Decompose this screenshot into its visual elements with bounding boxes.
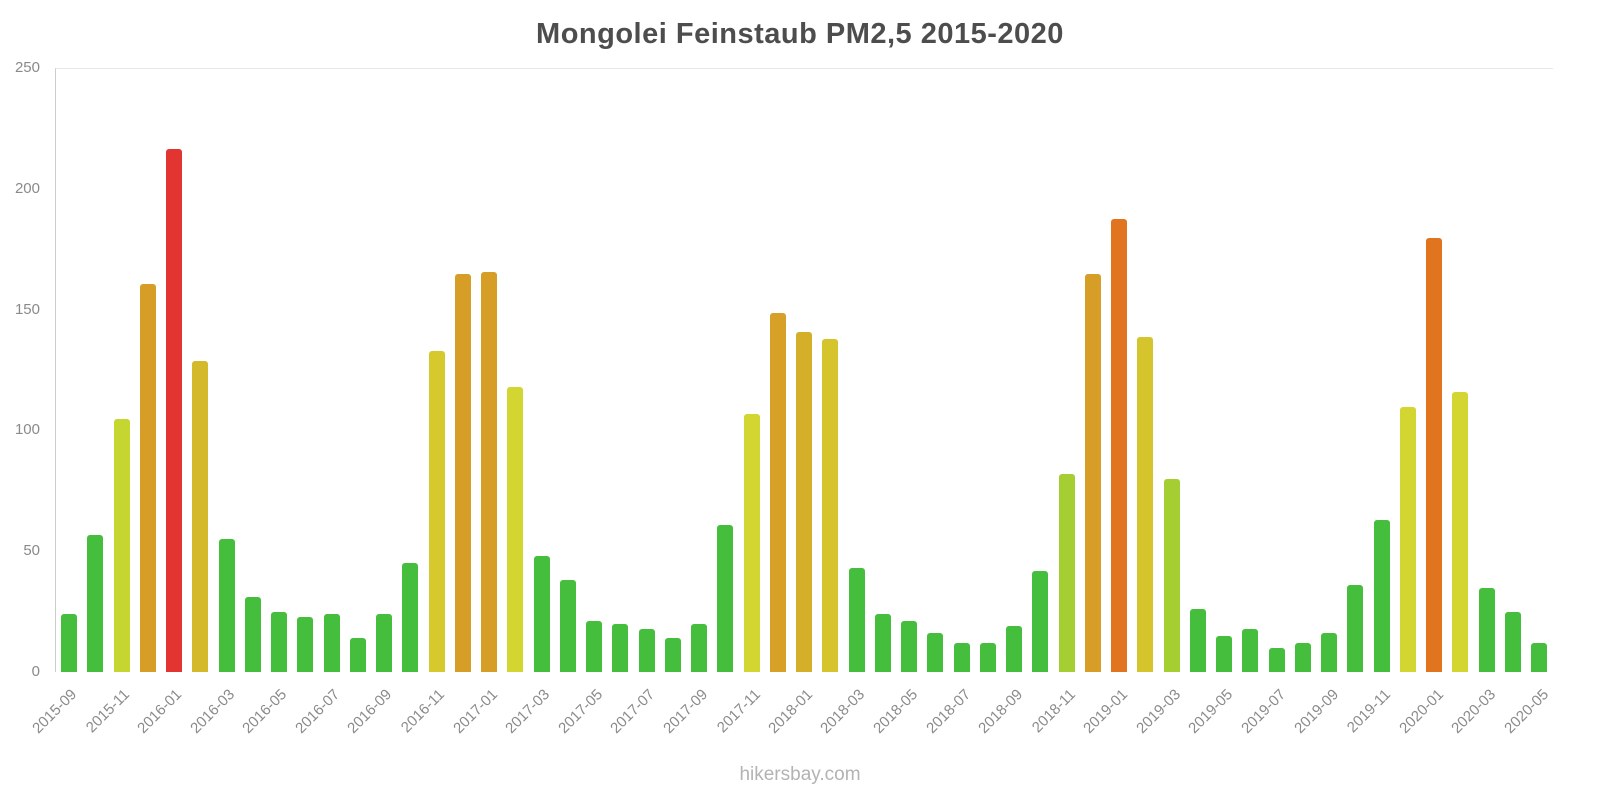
bar-2018-08 (979, 643, 996, 672)
bars (56, 69, 1553, 672)
bar-2019-04 (1189, 609, 1206, 672)
bar-2017-05 (586, 621, 603, 672)
y-tick-label: 250 (14, 59, 40, 76)
x-tick-label: 2019-05 (1185, 686, 1237, 737)
bar-2019-08 (1294, 643, 1311, 672)
plot-area (55, 68, 1553, 672)
bar-2016-01 (166, 148, 183, 672)
bar-2019-11 (1373, 520, 1390, 672)
bar-2018-09 (1006, 626, 1023, 672)
x-tick-label: 2019-11 (1344, 686, 1395, 737)
x-tick-label: 2019-09 (1290, 686, 1342, 737)
x-tick-label: 2020-05 (1500, 686, 1552, 737)
bar-2016-06 (297, 616, 314, 672)
watermark-link[interactable]: hikersbay.com (739, 764, 861, 785)
x-tick-label: 2019-01 (1080, 686, 1132, 737)
bar-2016-03 (218, 539, 235, 672)
x-tick-label: 2018-03 (817, 686, 869, 737)
bar-2019-07 (1268, 647, 1285, 672)
x-tick-label: 2016-07 (292, 686, 343, 737)
bar-2017-03 (533, 556, 550, 672)
x-tick-label: 2017-03 (502, 686, 554, 737)
x-tick-label: 2018-11 (1028, 686, 1079, 737)
y-tick-label: 150 (14, 300, 40, 318)
y-tick-label: 200 (14, 179, 40, 197)
x-tick-label: 2016-01 (134, 686, 186, 737)
bar-2019-03 (1163, 479, 1180, 672)
bar-2019-01 (1111, 218, 1128, 672)
y-tick-label: 0 (31, 663, 40, 680)
bar-2016-07 (323, 614, 340, 672)
x-tick-label: 2016-09 (344, 686, 396, 737)
bar-2020-02 (1452, 392, 1469, 672)
x-tick-label: 2018-05 (870, 686, 922, 737)
bar-2018-02 (822, 339, 839, 672)
x-tick-label: 2018-01 (765, 686, 817, 737)
bar-2017-04 (559, 580, 576, 672)
bar-2017-10 (717, 524, 734, 672)
bar-2016-11 (428, 351, 445, 672)
bar-2016-04 (244, 597, 261, 672)
bar-2017-06 (612, 623, 629, 672)
bar-2019-02 (1137, 336, 1154, 672)
bar-2016-09 (376, 614, 393, 672)
bar-2016-05 (271, 611, 288, 672)
x-tick-label: 2016-05 (239, 686, 291, 737)
y-tick-label: 100 (14, 421, 40, 439)
x-tick-label: 2017-07 (607, 686, 659, 737)
bar-2020-01 (1426, 237, 1443, 672)
bar-2017-12 (769, 312, 786, 672)
bar-2018-04 (874, 614, 891, 672)
y-axis: 0 50 100 150 200 250 (0, 59, 48, 680)
x-axis: 2015-09 2015-11 2016-01 2016-03 2016-05 2016-… (29, 676, 1553, 771)
x-tick-label: 2017-01 (449, 686, 501, 737)
x-tick-label: 2018-07 (922, 686, 974, 737)
x-tick-label: 2016-03 (186, 686, 238, 737)
bar-2018-10 (1032, 570, 1049, 672)
bar-2018-11 (1058, 474, 1075, 672)
chart-title: Mongolei Feinstaub PM2,5 2015-2020 (536, 18, 1064, 50)
x-tick-label: 2015-11 (82, 686, 133, 737)
x-tick-label: 2017-11 (713, 686, 764, 737)
x-tick-label: 2017-05 (554, 686, 606, 737)
bar-2016-12 (454, 274, 471, 672)
bar-2017-08 (664, 638, 681, 672)
x-tick-label: 2019-07 (1238, 686, 1290, 737)
bar-2019-05 (1216, 635, 1233, 672)
x-tick-label: 2019-03 (1132, 686, 1184, 737)
bar-2015-12 (139, 283, 156, 672)
bar-2016-10 (402, 563, 419, 672)
bar-2016-02 (192, 360, 209, 672)
bar-2018-06 (927, 633, 944, 672)
bar-2018-07 (953, 643, 970, 672)
bar-2020-05 (1531, 643, 1548, 672)
bar-2017-02 (507, 387, 524, 672)
bar-2016-08 (349, 638, 366, 672)
bar-2019-10 (1347, 585, 1364, 672)
bar-2015-11 (113, 418, 130, 672)
bar-2020-04 (1504, 611, 1521, 672)
x-tick-label: 2020-03 (1448, 686, 1500, 737)
x-tick-label: 2017-09 (659, 686, 711, 737)
bar-2019-12 (1399, 406, 1416, 672)
bar-2017-07 (638, 628, 655, 672)
bar-2020-03 (1478, 587, 1495, 672)
bar-2017-09 (691, 623, 708, 672)
bar-2015-10 (87, 534, 104, 672)
y-tick-label: 50 (23, 542, 40, 560)
bar-2019-06 (1242, 628, 1259, 672)
bar-2015-09 (61, 614, 78, 672)
x-tick-label: 2020-01 (1395, 686, 1447, 737)
bar-2019-09 (1321, 633, 1338, 672)
bar-2018-01 (796, 331, 813, 672)
bar-2017-01 (481, 271, 498, 672)
bar-2018-12 (1084, 274, 1101, 672)
bar-2018-05 (901, 621, 918, 672)
bar-2018-03 (848, 568, 865, 672)
bar-2017-11 (743, 413, 760, 672)
x-tick-label: 2015-09 (29, 686, 81, 737)
x-tick-label: 2016-11 (397, 686, 449, 737)
x-tick-label: 2018-09 (975, 686, 1027, 737)
